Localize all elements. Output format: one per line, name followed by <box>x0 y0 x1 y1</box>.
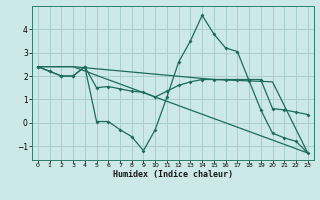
X-axis label: Humidex (Indice chaleur): Humidex (Indice chaleur) <box>113 170 233 179</box>
